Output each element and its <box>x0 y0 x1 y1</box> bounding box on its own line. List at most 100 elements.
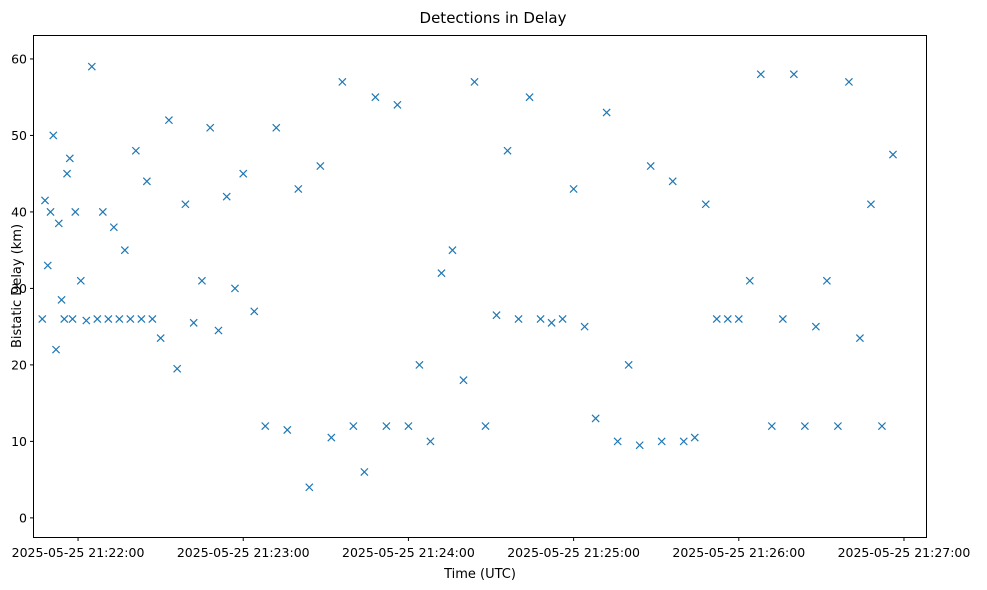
data-point <box>109 223 118 232</box>
data-point <box>120 246 129 255</box>
data-point <box>866 200 875 209</box>
x-tick-label: 2025-05-25 21:24:00 <box>342 545 475 560</box>
data-point <box>261 422 270 431</box>
data-point <box>668 177 677 186</box>
data-point <box>115 314 124 324</box>
data-point <box>470 77 479 86</box>
data-point <box>701 200 710 209</box>
data-point <box>360 467 369 477</box>
data-point <box>437 269 446 278</box>
data-point <box>503 146 512 155</box>
data-point <box>811 322 820 331</box>
data-point <box>214 326 223 335</box>
data-point <box>327 433 336 442</box>
data-point <box>126 314 135 324</box>
data-point <box>40 196 50 205</box>
data-point <box>404 422 413 431</box>
data-point <box>189 318 198 327</box>
data-point <box>164 116 173 125</box>
data-point <box>60 314 69 324</box>
data-point <box>68 314 77 324</box>
x-tick-label: 2025-05-25 21:23:00 <box>177 545 310 560</box>
data-point <box>156 334 165 343</box>
data-point <box>239 169 248 178</box>
y-tick-label: 0 <box>19 510 27 525</box>
data-point <box>657 437 666 446</box>
y-tick-label: 20 <box>11 357 27 372</box>
data-point <box>591 414 600 423</box>
data-point <box>536 314 545 324</box>
data-point <box>49 131 58 140</box>
data-point <box>569 184 578 194</box>
y-axis-ticks: 0 10 20 30 40 50 60 <box>11 51 34 525</box>
data-point <box>371 93 380 102</box>
data-point <box>547 318 556 327</box>
data-point <box>46 207 55 216</box>
data-point <box>646 162 655 171</box>
data-point <box>52 345 61 354</box>
data-point <box>745 276 754 285</box>
data-point <box>222 192 231 201</box>
data-point <box>71 207 80 216</box>
data-point <box>316 162 325 171</box>
data-point <box>855 334 864 343</box>
data-point <box>104 314 113 324</box>
data-point <box>65 154 74 163</box>
data-point <box>338 77 347 86</box>
data-point <box>82 316 91 325</box>
data-point <box>197 276 206 285</box>
data-point <box>580 322 589 331</box>
plot-area-frame <box>33 35 927 538</box>
x-axis-ticks: 2025-05-25 21:22:00 2025-05-25 21:23:00 20… <box>12 537 971 560</box>
data-point <box>635 441 644 450</box>
data-point <box>679 437 688 446</box>
data-point <box>43 261 52 270</box>
data-point <box>459 376 468 385</box>
data-point <box>734 314 743 324</box>
data-point <box>349 422 358 431</box>
data-point <box>250 307 259 316</box>
data-point <box>142 177 151 186</box>
data-point <box>756 70 765 79</box>
data-point <box>131 146 140 155</box>
y-tick-label: 50 <box>11 128 27 143</box>
data-point <box>767 422 776 431</box>
data-point <box>137 314 146 324</box>
data-point <box>712 314 721 324</box>
data-point <box>57 295 66 304</box>
data-point <box>833 422 842 431</box>
scatter-points <box>38 62 897 492</box>
data-point <box>602 108 611 117</box>
data-point <box>230 284 239 293</box>
data-point <box>283 425 292 434</box>
data-point <box>415 360 424 369</box>
data-point <box>624 360 633 369</box>
y-tick-label: 60 <box>11 51 27 66</box>
data-point <box>54 219 63 228</box>
data-point <box>800 422 809 431</box>
data-point <box>877 422 886 431</box>
data-point <box>305 483 314 492</box>
data-point <box>294 184 303 194</box>
x-tick-label: 2025-05-25 21:26:00 <box>672 545 805 560</box>
y-axis-label: Bistatic Delay (km) <box>10 224 25 348</box>
data-point <box>822 276 831 285</box>
data-point <box>76 276 85 285</box>
data-point <box>492 311 501 320</box>
data-point <box>558 314 567 324</box>
data-point <box>173 364 182 373</box>
data-point <box>93 314 102 324</box>
data-point <box>148 314 157 324</box>
data-point <box>38 314 47 324</box>
data-point <box>181 200 190 209</box>
data-point <box>789 70 798 79</box>
x-tick-label: 2025-05-25 21:25:00 <box>507 545 640 560</box>
data-point <box>525 93 534 102</box>
data-point <box>63 169 72 178</box>
x-tick-label: 2025-05-25 21:27:00 <box>838 545 971 560</box>
chart-title: Detections in Delay <box>420 9 567 27</box>
data-point <box>98 207 107 216</box>
x-tick-label: 2025-05-25 21:22:00 <box>12 545 145 560</box>
